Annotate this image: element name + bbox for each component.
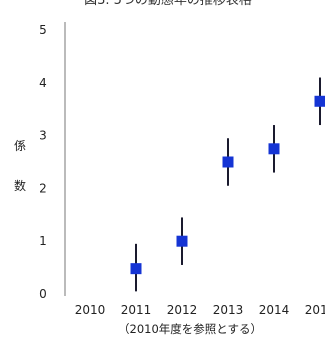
- y-tick-label: 4: [39, 76, 47, 90]
- x-tick-label: 2010: [75, 303, 106, 317]
- data-marks: [130, 77, 325, 292]
- data-point: [222, 156, 234, 168]
- x-tick-label: 2015: [305, 303, 325, 317]
- y-axis-label-char-2: 数: [14, 178, 26, 193]
- y-tick-label: 3: [39, 129, 47, 143]
- x-tick-labels: 2010 2011 2012 2013 2014 2015: [75, 303, 325, 317]
- x-tick-label: 2011: [121, 303, 152, 317]
- data-point: [130, 263, 142, 275]
- x-tick-label: 2012: [167, 303, 198, 317]
- x-axis-note: （2010年度を参照とする）: [118, 322, 262, 336]
- x-tick-label: 2014: [259, 303, 290, 317]
- x-tick-label: 2013: [213, 303, 244, 317]
- data-point: [268, 143, 280, 155]
- y-tick-label: 1: [39, 234, 47, 248]
- y-axis-label-char-1: 係: [14, 139, 26, 153]
- y-tick-label: 0: [39, 287, 47, 301]
- chart-title: 図3. 5つの動態年の推移表格: [84, 0, 252, 8]
- data-point: [314, 95, 325, 107]
- y-tick-labels: 0 1 2 3 4 5: [39, 23, 47, 301]
- data-point: [176, 235, 188, 247]
- y-tick-label: 2: [39, 181, 47, 195]
- y-tick-label: 5: [39, 23, 47, 37]
